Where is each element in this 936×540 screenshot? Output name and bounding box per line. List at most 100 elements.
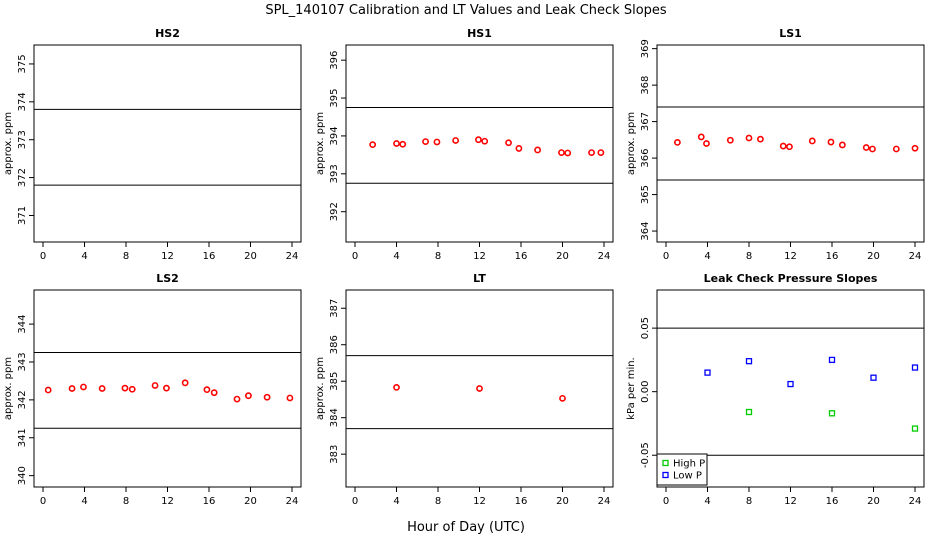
data-point	[559, 394, 566, 402]
x-tick-label: 0	[663, 496, 669, 507]
x-tick-label: 24	[598, 496, 611, 507]
panel-2: LS1 0 4 8 12 16 20 24 364 365 366 367 368 369 approx. …	[626, 27, 925, 262]
data-point	[369, 141, 377, 149]
data-point	[862, 144, 870, 151]
data-point	[128, 385, 136, 393]
plot-frame	[345, 289, 614, 488]
data-point	[399, 140, 407, 148]
x-tick-label: 20	[867, 496, 880, 507]
x-tick-label: 12	[784, 251, 797, 262]
data-point	[210, 389, 218, 397]
figure-title: SPL_140107 Calibration and LT Values and…	[265, 3, 667, 18]
data-point	[476, 385, 483, 392]
y-axis-label: approx. ppm	[315, 357, 326, 420]
x-tick-label: 16	[515, 251, 528, 262]
data-point	[745, 134, 753, 142]
x-tick-label: 8	[123, 251, 129, 262]
y-tick-label: 0.00	[640, 381, 651, 403]
data-point	[121, 384, 129, 392]
x-tick-label: 4	[393, 251, 399, 262]
data-point	[505, 139, 512, 147]
data-point	[151, 382, 159, 389]
y-tick-label: 395	[329, 88, 340, 107]
x-tick-label: 16	[826, 251, 839, 262]
data-point	[828, 356, 836, 364]
y-tick-label: 393	[329, 164, 340, 183]
y-axis-label: approx. ppm	[626, 112, 637, 175]
data-point	[475, 136, 482, 144]
y-tick-label: 385	[329, 372, 340, 391]
x-tick-label: 16	[515, 496, 528, 507]
data-point	[838, 141, 846, 149]
y-tick-label: 373	[17, 130, 28, 149]
x-tick-label: 8	[435, 251, 441, 262]
y-tick-label: 0.05	[640, 317, 651, 339]
legend-label: Low P	[673, 471, 702, 482]
legend-box	[656, 453, 708, 486]
panel-title: Leak Check Pressure Slopes	[704, 272, 878, 285]
data-point	[233, 395, 241, 403]
y-tick-label: 364	[640, 222, 651, 241]
x-tick-label: 8	[746, 251, 752, 262]
x-tick-label: 0	[663, 251, 669, 262]
panel-title: LT	[473, 272, 486, 285]
x-tick-label: 4	[81, 251, 87, 262]
x-tick-label: 12	[473, 496, 486, 507]
x-tick-label: 20	[556, 251, 569, 262]
data-point	[726, 136, 734, 144]
x-tick-label: 24	[598, 251, 611, 262]
data-point	[870, 374, 877, 381]
data-point	[452, 137, 460, 144]
legend-label: High P	[673, 459, 705, 470]
x-axis-label: Hour of Day (UTC)	[407, 520, 525, 535]
x-tick-label: 8	[435, 496, 441, 507]
y-tick-label: 392	[329, 202, 340, 221]
y-tick-label: 386	[329, 335, 340, 354]
x-tick-label: 4	[704, 496, 710, 507]
chart-panels: HS2 0 4 8 12 16 20 24 371 372 373 374 375 approx. ppm…	[3, 27, 925, 507]
data-point	[286, 394, 294, 402]
data-point	[787, 380, 794, 388]
x-tick-label: 20	[244, 251, 257, 262]
data-point	[597, 149, 605, 156]
data-point	[911, 144, 919, 152]
x-tick-label: 12	[161, 251, 174, 262]
y-tick-label: 367	[640, 112, 651, 131]
data-point	[558, 149, 565, 156]
data-point	[80, 383, 87, 391]
y-tick-label: 371	[17, 206, 28, 225]
x-tick-label: 20	[244, 496, 257, 507]
legend-marker	[662, 471, 669, 479]
data-point	[786, 143, 793, 151]
data-point	[757, 135, 764, 143]
x-tick-label: 16	[203, 251, 216, 262]
data-point	[515, 145, 523, 152]
x-tick-label: 20	[556, 496, 569, 507]
y-axis-label: approx. ppm	[315, 112, 326, 175]
x-tick-label: 16	[203, 496, 216, 507]
data-point	[779, 142, 787, 150]
data-point	[745, 408, 753, 416]
data-point	[263, 393, 271, 401]
x-tick-label: 4	[704, 251, 710, 262]
y-tick-label: 369	[640, 39, 651, 58]
data-point	[422, 138, 429, 146]
x-tick-label: 12	[784, 496, 797, 507]
y-axis-label: kPa per min.	[626, 357, 637, 420]
data-point	[869, 145, 876, 153]
y-tick-label: 340	[17, 466, 28, 485]
data-point	[674, 139, 681, 146]
y-tick-label: 343	[17, 352, 28, 371]
data-point	[827, 138, 835, 146]
panel-title: LS2	[156, 272, 179, 285]
y-tick-label: 372	[17, 168, 28, 187]
data-point	[433, 138, 441, 146]
y-tick-label: 374	[17, 92, 28, 111]
panel-3: LS2 0 4 8 12 16 20 24 340 341 342 343 344 approx. ppm	[3, 272, 302, 507]
y-tick-label: 383	[329, 445, 340, 464]
panel-0: HS2 0 4 8 12 16 20 24 371 372 373 374 375 approx. ppm	[3, 27, 302, 262]
data-point	[704, 369, 711, 376]
x-tick-label: 16	[826, 496, 839, 507]
data-point	[163, 384, 170, 392]
y-tick-label: 342	[17, 390, 28, 409]
